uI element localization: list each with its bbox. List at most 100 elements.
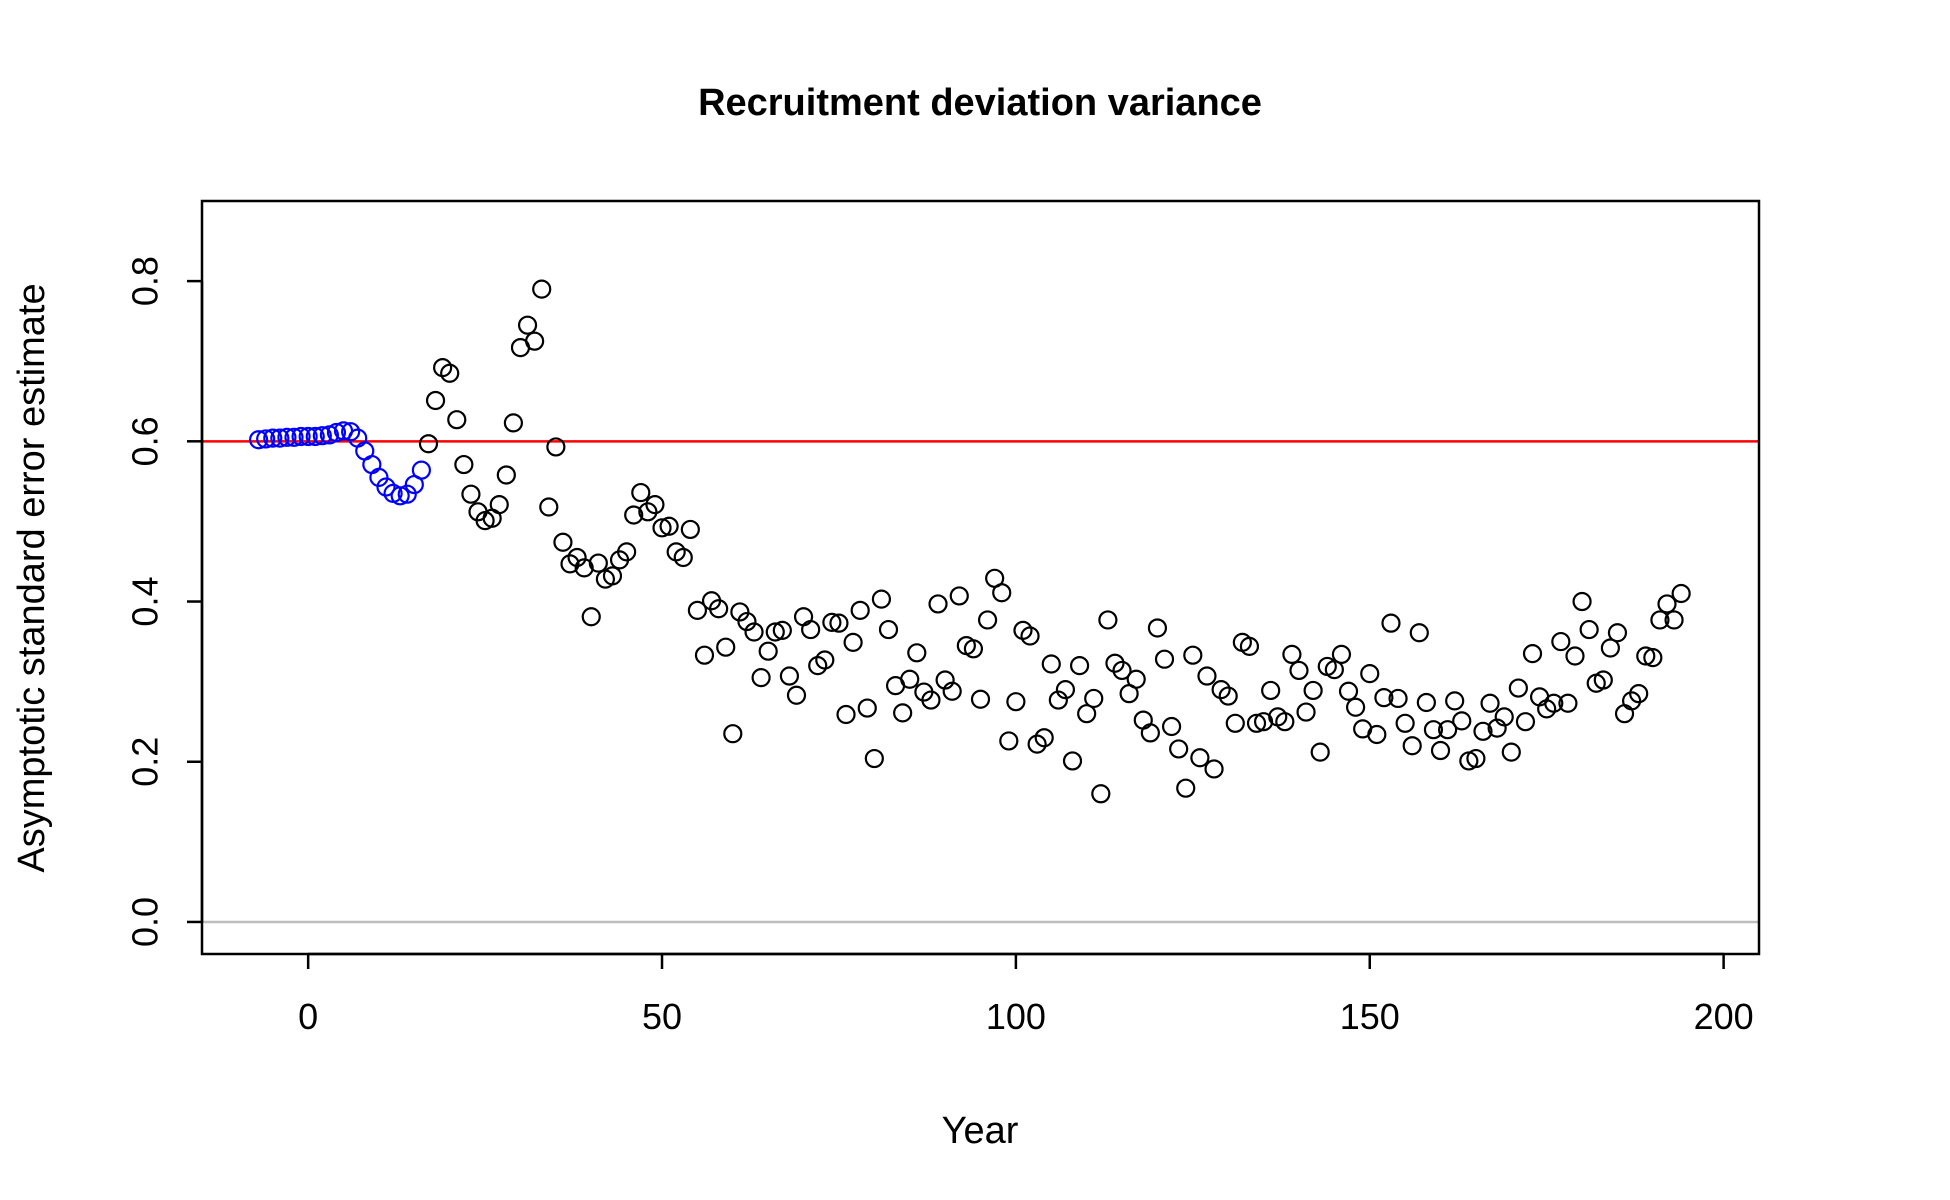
data-point bbox=[1593, 670, 1613, 690]
data-point bbox=[1261, 680, 1281, 701]
data-point bbox=[397, 484, 417, 504]
data-point bbox=[312, 426, 332, 446]
data-point bbox=[1374, 688, 1394, 708]
data-point bbox=[1140, 723, 1160, 743]
data-point bbox=[1381, 613, 1401, 633]
data-point bbox=[758, 641, 778, 661]
data-points bbox=[249, 279, 1691, 804]
data-point bbox=[1388, 688, 1408, 709]
y-axis-label: Asymptotic standard error estimate bbox=[11, 283, 53, 872]
data-point bbox=[716, 637, 736, 657]
data-point bbox=[963, 639, 984, 659]
data-point bbox=[1572, 591, 1592, 612]
data-point bbox=[1282, 644, 1302, 665]
y-tick-label: 0.4 bbox=[125, 577, 166, 627]
data-point bbox=[843, 632, 863, 652]
data-point bbox=[1544, 693, 1564, 713]
data-point bbox=[659, 516, 679, 536]
data-point bbox=[1607, 623, 1628, 643]
data-point bbox=[447, 410, 467, 430]
data-point bbox=[836, 704, 856, 725]
data-point bbox=[1423, 720, 1444, 740]
data-point bbox=[1515, 712, 1536, 732]
data-point bbox=[871, 589, 892, 609]
data-point bbox=[793, 607, 814, 627]
data-point bbox=[1098, 610, 1118, 630]
data-point bbox=[1204, 759, 1224, 779]
data-point bbox=[1069, 656, 1090, 676]
data-point bbox=[1430, 740, 1451, 761]
data-point bbox=[822, 612, 842, 632]
data-point bbox=[900, 669, 920, 689]
x-tick-label: 150 bbox=[1340, 996, 1400, 1037]
data-point bbox=[1600, 638, 1620, 658]
data-point bbox=[1508, 678, 1528, 698]
data-point bbox=[977, 610, 998, 630]
data-point bbox=[992, 583, 1012, 603]
data-point bbox=[489, 495, 509, 515]
data-point bbox=[857, 698, 877, 718]
data-point bbox=[1501, 742, 1521, 762]
data-point bbox=[1218, 686, 1238, 706]
data-point bbox=[1062, 751, 1083, 771]
data-point bbox=[496, 465, 516, 485]
data-point bbox=[1643, 648, 1663, 668]
data-point bbox=[751, 668, 771, 688]
data-point bbox=[546, 437, 566, 457]
data-point bbox=[999, 731, 1019, 751]
data-point bbox=[737, 611, 757, 632]
data-point bbox=[1565, 646, 1585, 666]
data-point bbox=[1091, 784, 1111, 804]
data-point bbox=[779, 666, 800, 686]
data-point bbox=[263, 428, 283, 448]
data-point bbox=[1437, 720, 1458, 740]
data-point bbox=[928, 594, 948, 614]
data-point bbox=[1169, 739, 1189, 759]
data-point bbox=[1345, 697, 1366, 717]
data-point bbox=[249, 430, 269, 450]
data-point bbox=[341, 422, 361, 442]
data-point bbox=[1614, 704, 1635, 724]
x-axis: 0 50 100 150 200 bbox=[298, 952, 1754, 1037]
data-point bbox=[723, 724, 743, 744]
data-point bbox=[801, 619, 821, 640]
data-point bbox=[878, 619, 899, 640]
data-point bbox=[1331, 644, 1352, 665]
data-point bbox=[1246, 713, 1267, 733]
data-point bbox=[1176, 778, 1196, 798]
data-point bbox=[1055, 680, 1076, 700]
data-point bbox=[1048, 690, 1068, 710]
data-point bbox=[1622, 691, 1642, 711]
data-point bbox=[298, 426, 318, 447]
data-point bbox=[1239, 636, 1260, 656]
chart-title: Recruitment deviation variance bbox=[698, 82, 1262, 124]
data-point bbox=[454, 454, 474, 475]
data-point bbox=[1147, 618, 1168, 638]
data-point bbox=[1190, 748, 1210, 768]
data-point bbox=[305, 426, 325, 447]
data-point bbox=[694, 645, 715, 665]
data-point bbox=[1367, 724, 1387, 745]
data-point bbox=[631, 482, 651, 503]
data-point bbox=[1084, 688, 1104, 709]
data-point bbox=[1310, 742, 1330, 762]
data-point bbox=[893, 703, 913, 723]
data-point bbox=[1416, 692, 1436, 713]
data-point bbox=[680, 519, 700, 540]
data-point bbox=[786, 685, 807, 705]
data-point bbox=[864, 748, 884, 769]
data-point bbox=[1579, 619, 1599, 640]
data-point bbox=[256, 429, 276, 449]
data-point bbox=[1452, 711, 1472, 731]
data-point bbox=[1296, 702, 1316, 722]
data-point bbox=[1409, 623, 1429, 643]
data-point bbox=[1551, 631, 1571, 652]
data-point bbox=[1197, 666, 1217, 686]
data-point bbox=[1020, 626, 1040, 646]
data-point bbox=[921, 690, 941, 710]
y-tick-label: 0.2 bbox=[125, 737, 166, 787]
data-point bbox=[829, 613, 849, 633]
data-point bbox=[1629, 684, 1649, 704]
x-tick-label: 0 bbox=[298, 996, 318, 1037]
